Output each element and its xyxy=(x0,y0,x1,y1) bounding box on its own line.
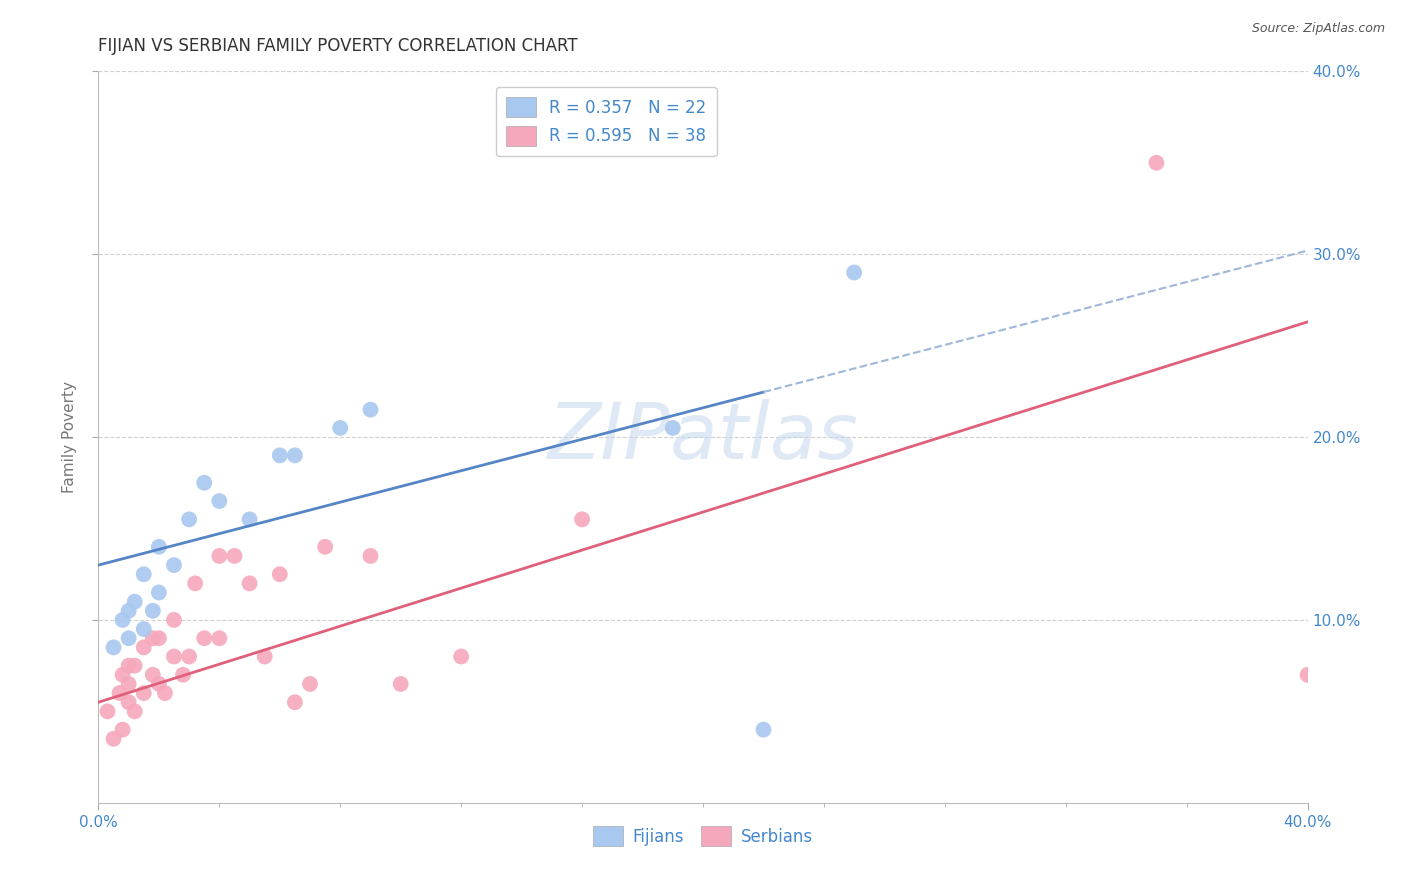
Point xyxy=(269,448,291,462)
Point xyxy=(193,632,215,646)
Point xyxy=(118,677,141,691)
Point xyxy=(108,686,131,700)
Text: FIJIAN VS SERBIAN FAMILY POVERTY CORRELATION CHART: FIJIAN VS SERBIAN FAMILY POVERTY CORRELA… xyxy=(98,37,578,54)
Point xyxy=(124,658,146,673)
Point xyxy=(284,448,307,462)
Text: Source: ZipAtlas.com: Source: ZipAtlas.com xyxy=(1251,22,1385,36)
Point xyxy=(124,594,146,608)
Point xyxy=(450,649,472,664)
Y-axis label: Family Poverty: Family Poverty xyxy=(62,381,77,493)
Point xyxy=(153,686,176,700)
Text: ZIPatlas: ZIPatlas xyxy=(547,399,859,475)
Point xyxy=(148,585,170,599)
Point xyxy=(284,695,307,709)
Point xyxy=(1296,667,1319,681)
Legend: Fijians, Serbians: Fijians, Serbians xyxy=(586,820,820,853)
Point xyxy=(179,512,201,526)
Point xyxy=(1144,156,1167,170)
Point xyxy=(148,632,170,646)
Point xyxy=(360,402,382,417)
Point xyxy=(193,475,215,490)
Point xyxy=(118,695,141,709)
Point xyxy=(132,567,155,582)
Point xyxy=(118,658,141,673)
Point xyxy=(172,667,194,681)
Point xyxy=(111,723,134,737)
Point xyxy=(96,705,118,719)
Point xyxy=(314,540,336,554)
Point xyxy=(118,632,141,646)
Point xyxy=(132,640,155,655)
Point xyxy=(132,686,155,700)
Point xyxy=(163,558,186,573)
Point xyxy=(269,567,291,582)
Point xyxy=(148,677,170,691)
Point xyxy=(752,723,775,737)
Point xyxy=(142,604,165,618)
Point xyxy=(299,677,322,691)
Point xyxy=(179,649,201,664)
Point xyxy=(571,512,593,526)
Point xyxy=(253,649,276,664)
Point xyxy=(329,421,352,435)
Point xyxy=(103,640,125,655)
Point xyxy=(142,667,165,681)
Point xyxy=(111,613,134,627)
Point xyxy=(208,632,231,646)
Point xyxy=(224,549,246,563)
Point xyxy=(132,622,155,636)
Point xyxy=(103,731,125,746)
Point xyxy=(163,613,186,627)
Point xyxy=(124,705,146,719)
Point xyxy=(360,549,382,563)
Point xyxy=(142,632,165,646)
Point xyxy=(389,677,412,691)
Point xyxy=(118,604,141,618)
Point xyxy=(208,494,231,508)
Point xyxy=(239,576,262,591)
Point xyxy=(661,421,683,435)
Point xyxy=(239,512,262,526)
Point xyxy=(148,540,170,554)
Point xyxy=(844,266,866,280)
Point xyxy=(208,549,231,563)
Point xyxy=(163,649,186,664)
Point xyxy=(184,576,207,591)
Point xyxy=(111,667,134,681)
